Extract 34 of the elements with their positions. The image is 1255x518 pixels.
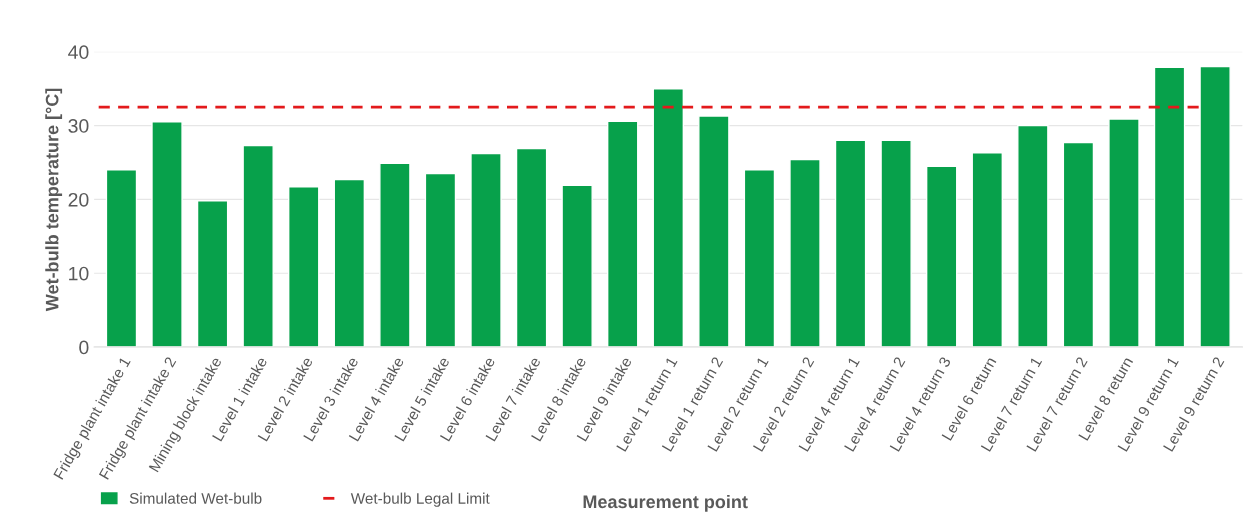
bar [743,169,776,348]
bar [424,172,457,348]
bar [151,121,183,348]
x-axis-title: Measurement point [583,494,748,512]
bar [971,152,1003,348]
bar [925,165,958,348]
bar [652,88,685,348]
bar [470,152,502,348]
bar [561,184,593,348]
y-tick-label: 10 [69,266,89,281]
legend-label: Wet-bulb Legal Limit [350,492,490,507]
y-tick-label: 20 [68,192,89,207]
bar [242,144,274,348]
bar [515,147,548,348]
y-axis-title: Wet-bulb temperature [°C] [45,88,63,312]
bar [288,186,320,348]
bar [333,178,366,348]
bar [1017,124,1049,348]
bar [1108,118,1140,348]
bar [1199,65,1231,348]
bar [105,169,138,348]
bar [1153,66,1186,348]
y-tick-label: 30 [68,119,89,133]
bar [1062,141,1095,348]
y-tick-label: 40 [68,45,89,60]
bar [789,158,821,348]
bar [880,139,912,348]
y-tick-label: 0 [79,340,89,355]
bar [606,120,639,348]
legend-label: Simulated Wet-bulb [129,492,262,504]
bar [196,200,229,348]
bar [834,139,867,348]
bar [379,162,411,348]
bar [698,115,730,348]
